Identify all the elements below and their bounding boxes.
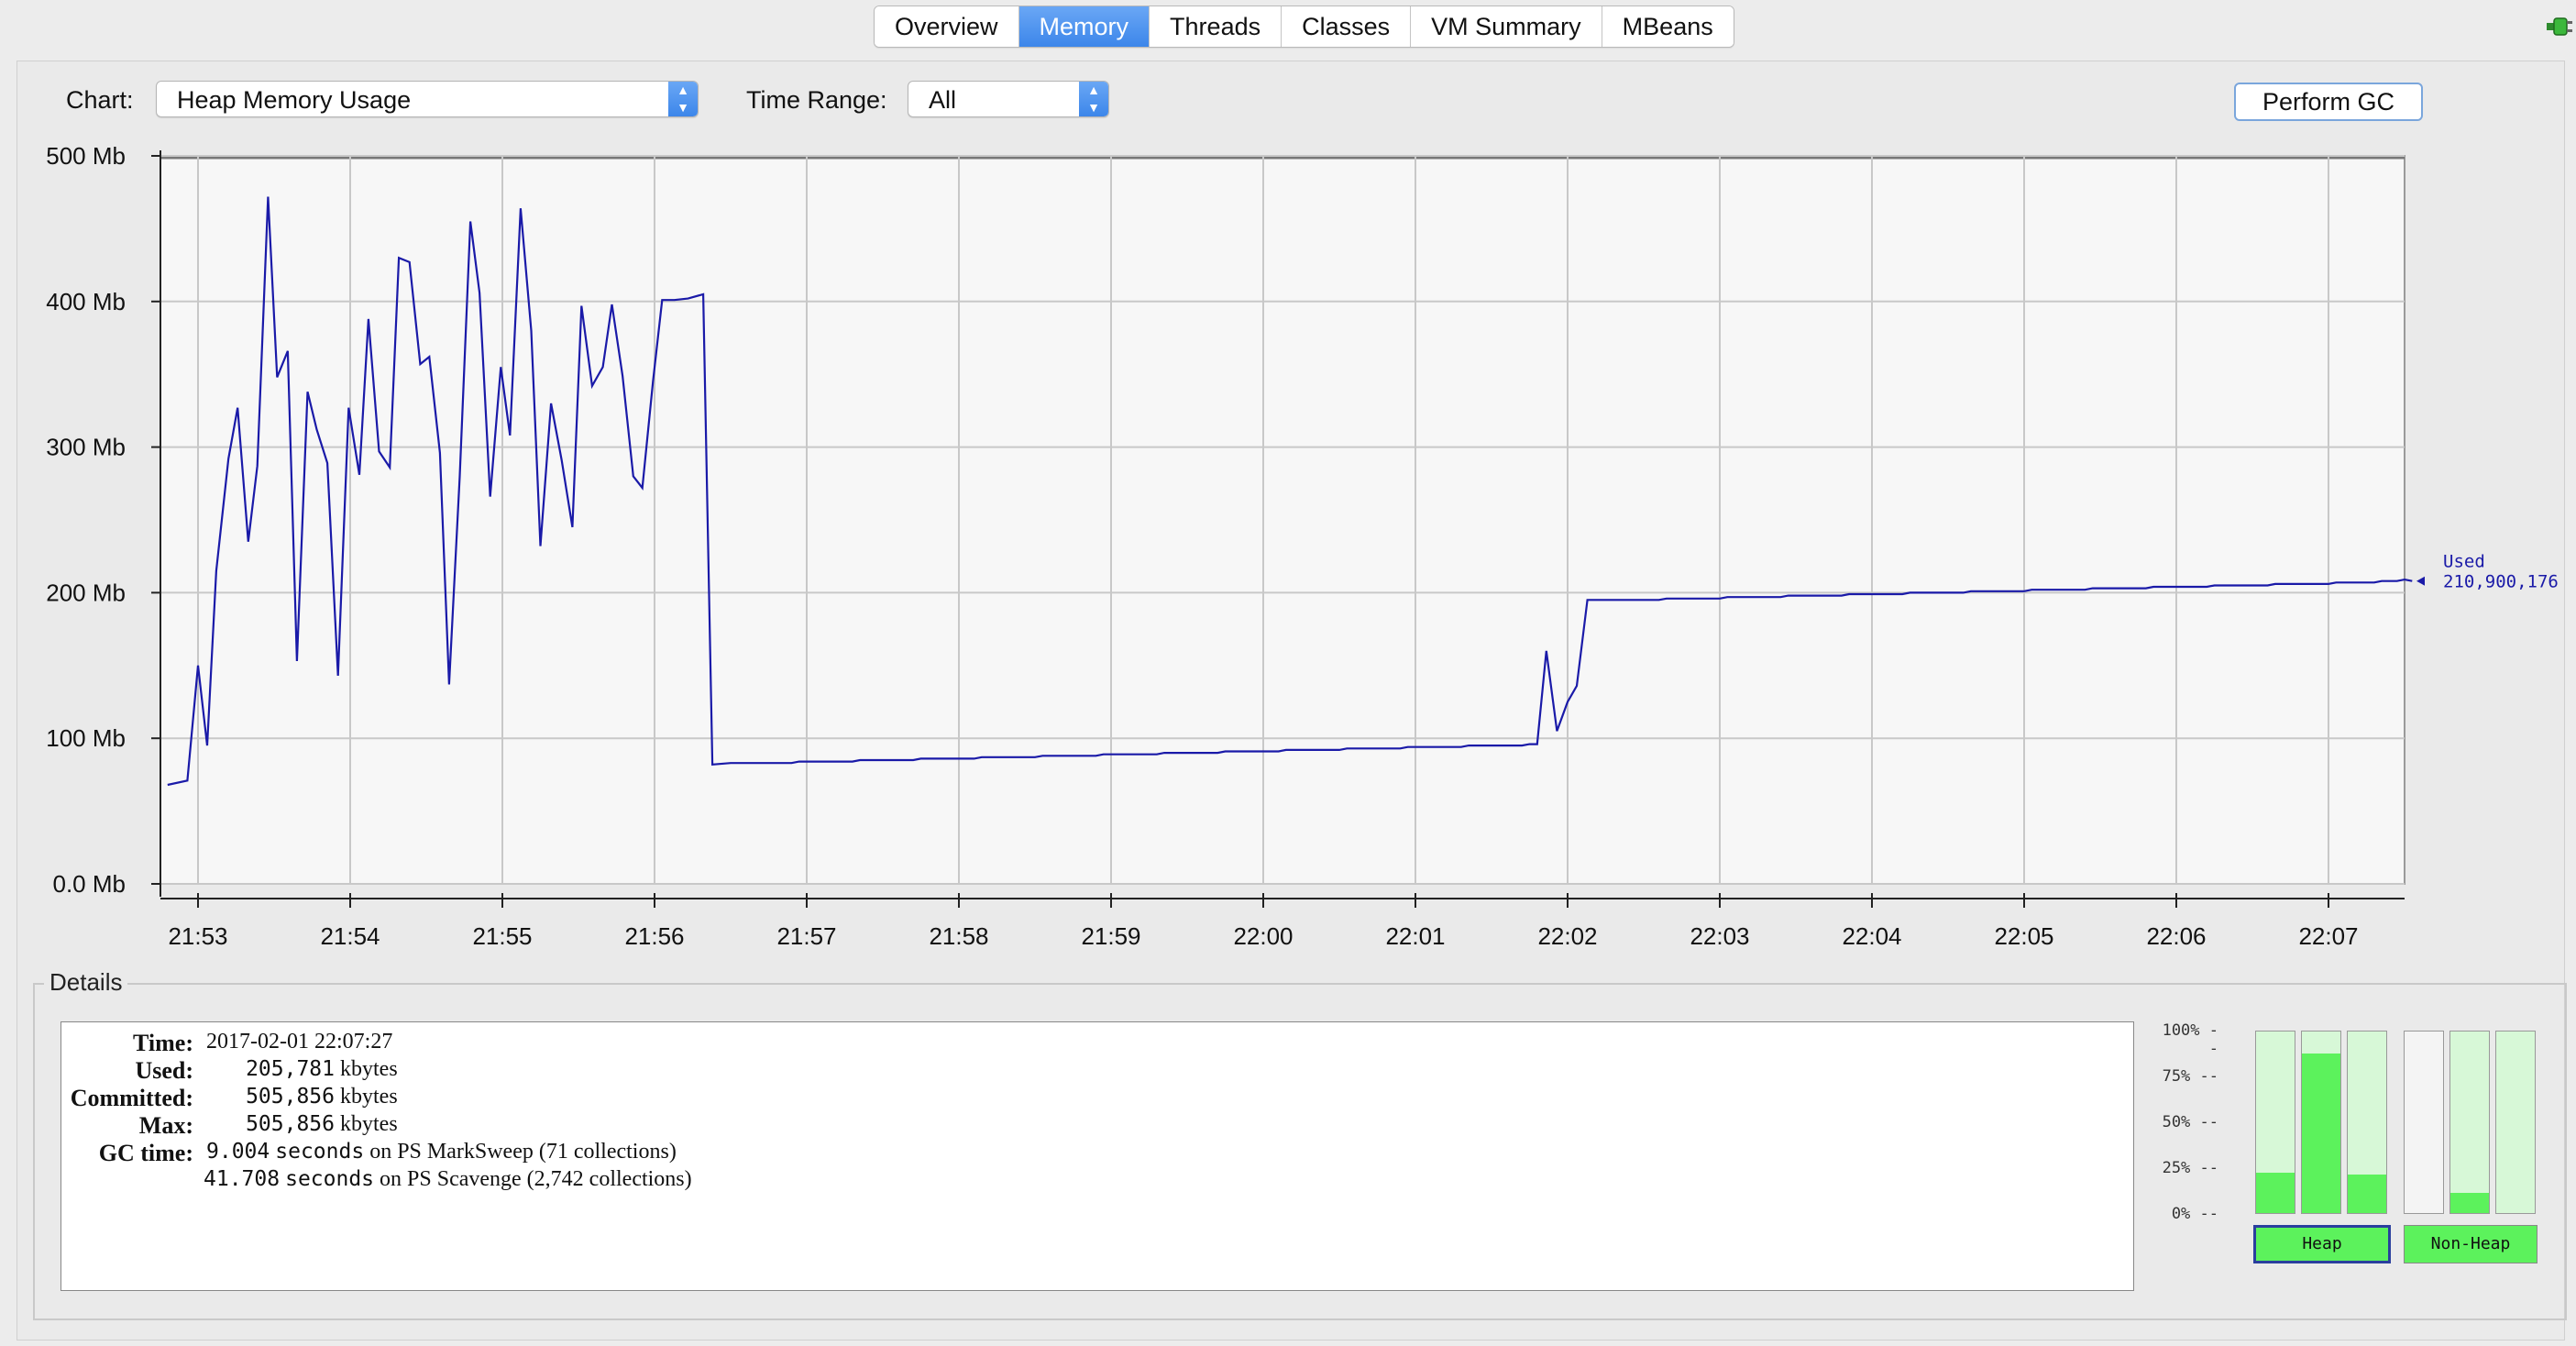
nonheap-pool-bar-class-space[interactable] — [2495, 1031, 2536, 1214]
tab-classes[interactable]: Classes — [1282, 6, 1412, 47]
max-unit: kbytes — [340, 1112, 398, 1136]
used-series-label: Used — [2443, 552, 2485, 572]
max-key: Max: — [138, 1112, 193, 1139]
x-tick-label: 21:59 — [1081, 922, 1140, 950]
details-title: Details — [44, 968, 128, 997]
gc1-seconds-unit: seconds — [275, 1140, 365, 1164]
heap-pool-fill — [2256, 1173, 2295, 1213]
y-tick-label: 300 Mb — [46, 434, 126, 461]
x-tick-label: 22:07 — [2298, 922, 2358, 950]
connection-plug-icon — [2547, 17, 2572, 36]
heap-pool-fill — [2348, 1175, 2386, 1213]
y-tick-label: 100 Mb — [46, 724, 126, 752]
gc2-seconds-unit: seconds — [285, 1167, 375, 1191]
pct-label-0: 0% -- — [2171, 1205, 2218, 1223]
x-tick-label: 21:55 — [472, 922, 532, 950]
nonheap-pool-bar-code-cache[interactable] — [2404, 1031, 2444, 1214]
heap-pool-bar-survivor[interactable] — [2301, 1031, 2341, 1214]
x-axis: 21:53 21:54 21:55 21:56 21:57 21:58 21:59 22:00… — [160, 893, 2405, 950]
plot-area — [160, 155, 2405, 885]
details-info: Time: 2017-02-01 22:07:27 Used: 205,781 … — [61, 1021, 2134, 1291]
chart-label: Chart: — [66, 86, 134, 114]
x-tick-label: 22:05 — [1994, 922, 2053, 950]
used-kbytes: 205,781 — [246, 1057, 335, 1081]
gc-time-key: GC time: — [98, 1140, 193, 1166]
heap-pool-fill — [2302, 1053, 2340, 1213]
x-tick-label: 22:02 — [1537, 922, 1597, 950]
nonheap-pool-button[interactable]: Non-Heap — [2404, 1225, 2537, 1263]
pct-label-25: 25% -- — [2162, 1159, 2218, 1177]
pct-label-100: 100% -- — [2162, 1021, 2218, 1058]
committed-key: Committed: — [70, 1085, 193, 1111]
y-tick-label: 500 Mb — [46, 142, 126, 170]
tab-threads[interactable]: Threads — [1150, 6, 1282, 47]
max-kbytes: 505,856 — [246, 1112, 335, 1136]
chevron-updown-icon: ▲ ▼ — [1079, 82, 1108, 116]
heap-pool-bar-old[interactable] — [2347, 1031, 2387, 1214]
used-unit: kbytes — [340, 1057, 398, 1081]
tab-bar: Overview Memory Threads Classes VM Summa… — [874, 6, 1734, 48]
time-value: 2017-02-01 22:07:27 — [206, 1030, 393, 1054]
gc1-collector: on PS MarkSweep (71 collections) — [369, 1140, 677, 1164]
y-tick-label: 400 Mb — [46, 288, 126, 315]
x-tick-label: 22:04 — [1842, 922, 1901, 950]
x-tick-label: 21:53 — [168, 922, 227, 950]
time-range-select[interactable]: All ▲ ▼ — [908, 81, 1109, 117]
details-panel: Details Time: 2017-02-01 22:07:27 Used: … — [33, 968, 2567, 1320]
x-tick-label: 22:01 — [1385, 922, 1445, 950]
heap-memory-chart: 500 Mb 400 Mb 300 Mb 200 Mb 100 Mb 0.0 Mb 21:… — [46, 142, 2559, 950]
tab-mbeans[interactable]: MBeans — [1602, 6, 1734, 47]
x-tick-label: 22:00 — [1233, 922, 1293, 950]
x-tick-label: 21:57 — [776, 922, 836, 950]
committed-kbytes: 505,856 — [246, 1085, 335, 1109]
x-tick-label: 21:56 — [624, 922, 684, 950]
y-tick-label: 0.0 Mb — [53, 870, 127, 898]
gc1-seconds-value: 9.004 — [206, 1140, 270, 1164]
used-value-marker — [2416, 576, 2425, 586]
tab-vm-summary[interactable]: VM Summary — [1411, 6, 1602, 47]
nonheap-pool-fill — [2450, 1193, 2489, 1213]
committed-unit: kbytes — [340, 1085, 398, 1109]
x-tick-label: 21:54 — [320, 922, 380, 950]
perform-gc-button[interactable]: Perform GC — [2234, 83, 2423, 121]
chart-select-value: Heap Memory Usage — [177, 86, 412, 114]
used-key: Used: — [135, 1057, 193, 1084]
memory-pool-bars: 100% -- 75% -- 50% -- 25% -- 0% -- Heap … — [2162, 1021, 2547, 1296]
heap-pool-bar-eden[interactable] — [2255, 1031, 2295, 1214]
used-series-value: 210,900,176 — [2443, 572, 2559, 592]
chevron-updown-icon: ▲ ▼ — [668, 82, 698, 116]
tab-overview[interactable]: Overview — [875, 6, 1019, 47]
time-range-label: Time Range: — [746, 86, 887, 114]
chart-grid — [160, 155, 2405, 885]
heap-pool-button[interactable]: Heap — [2253, 1225, 2391, 1263]
chart-select[interactable]: Heap Memory Usage ▲ ▼ — [156, 81, 699, 117]
tab-memory[interactable]: Memory — [1018, 6, 1150, 47]
used-series-line — [167, 196, 2413, 787]
gc2-seconds-value: 41.708 — [204, 1167, 281, 1191]
nonheap-pool-bar-metaspace[interactable] — [2449, 1031, 2490, 1214]
pct-label-75: 75% -- — [2162, 1067, 2218, 1086]
pct-label-50: 50% -- — [2162, 1113, 2218, 1131]
x-tick-label: 21:58 — [929, 922, 988, 950]
x-tick-label: 22:06 — [2146, 922, 2206, 950]
y-axis: 500 Mb 400 Mb 300 Mb 200 Mb 100 Mb 0.0 Mb — [46, 142, 161, 898]
x-tick-label: 22:03 — [1690, 922, 1749, 950]
y-tick-label: 200 Mb — [46, 579, 126, 606]
gc2-collector: on PS Scavenge (2,742 collections) — [380, 1167, 692, 1191]
time-range-value: All — [929, 86, 957, 114]
time-key: Time: — [133, 1030, 193, 1056]
